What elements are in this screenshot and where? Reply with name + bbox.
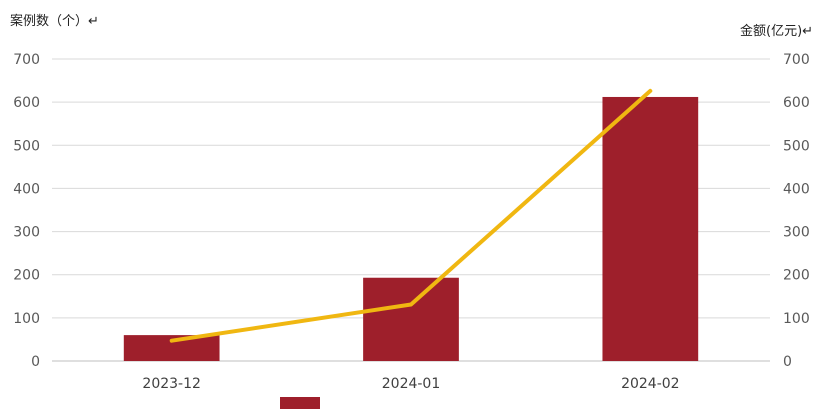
- series-line: [169, 88, 653, 343]
- right-tick-label: 200: [783, 268, 810, 284]
- category-label: 2024-01: [382, 376, 441, 392]
- left-tick-label: 100: [13, 311, 40, 327]
- left-tick-label: 300: [13, 225, 40, 241]
- right-tick-label: 500: [783, 138, 810, 154]
- left-tick-label: 700: [13, 52, 40, 68]
- right-tick-label: 300: [783, 225, 810, 241]
- gridlines: [52, 58, 770, 362]
- left-tick-label: 600: [13, 95, 40, 111]
- bar: [602, 96, 699, 362]
- left-tick-label: 400: [13, 181, 40, 197]
- right-tick-label: 600: [783, 95, 810, 111]
- left-tick-label: 0: [31, 354, 40, 370]
- right-axis-title: 金额(亿元)↵: [740, 23, 813, 39]
- category-label: 2024-02: [621, 376, 680, 392]
- left-axis-title: 案例数（个）↵: [10, 14, 99, 29]
- line-series: [169, 88, 653, 343]
- left-tick-label: 500: [13, 138, 40, 154]
- right-tick-label: 700: [783, 52, 810, 68]
- left-tick-label: 200: [13, 268, 40, 284]
- right-tick-label: 0: [783, 354, 792, 370]
- right-y-axis: 0 100 200 300 400 500 600 700: [783, 52, 810, 370]
- bar: [363, 277, 459, 361]
- right-tick-label: 100: [783, 311, 810, 327]
- right-tick-label: 400: [783, 181, 810, 197]
- category-label: 2023-12: [142, 376, 201, 392]
- bar-series: [123, 96, 699, 362]
- left-y-axis: 0 100 200 300 400 500 600 700: [13, 52, 40, 370]
- x-axis: 2023-12 2024-01 2024-02: [142, 376, 679, 392]
- legend-swatch-bar: [280, 397, 320, 409]
